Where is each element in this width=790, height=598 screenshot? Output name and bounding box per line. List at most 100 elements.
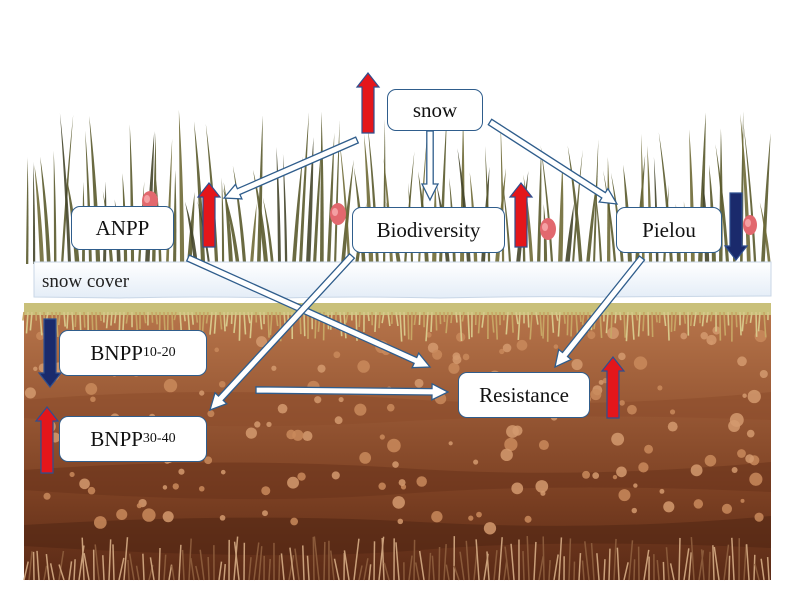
soil-pebble <box>277 403 288 414</box>
soil-pebble <box>452 352 461 361</box>
soil-pebbles <box>24 326 768 535</box>
soil-pebble <box>331 471 340 480</box>
soil-pebble <box>338 396 344 403</box>
root-strand <box>408 555 413 581</box>
surface-grass-blade <box>529 311 533 340</box>
grass-blade <box>306 137 314 264</box>
soil-pebble <box>693 499 704 509</box>
surface-grass-blade <box>535 311 539 325</box>
flower <box>743 215 757 235</box>
grass-blade <box>320 111 324 264</box>
grass-blade <box>262 197 274 264</box>
soil-pebble <box>314 396 322 404</box>
node-resistance: Resistance <box>458 372 590 418</box>
surface-grass-blade <box>57 311 61 326</box>
surface-grass-blade <box>39 311 43 336</box>
soil-pebble <box>706 334 717 346</box>
decrease-arrow-icon <box>37 318 63 388</box>
soil-pebble <box>502 343 512 353</box>
surface-grass-blade <box>581 311 585 325</box>
soil-pebble <box>163 378 178 393</box>
soil-pebble <box>742 393 747 398</box>
root-strand <box>413 539 416 581</box>
soil-band <box>24 462 771 500</box>
soil-pebble <box>448 362 460 374</box>
soil-pebble <box>618 352 626 361</box>
surface-grass-blade <box>605 311 609 334</box>
soil-pebble <box>204 456 213 465</box>
root-strand <box>628 540 634 581</box>
grass-blade <box>178 109 185 264</box>
root-strand <box>353 538 360 581</box>
surface-grass-blade <box>374 311 377 333</box>
root-strand <box>302 545 305 581</box>
grass-blade <box>565 203 574 264</box>
soil-pebble <box>287 476 299 489</box>
surface-grass-blade <box>83 311 86 328</box>
root-strand <box>683 548 690 581</box>
surface-grass-blade <box>515 311 519 325</box>
grass-blade <box>334 120 340 264</box>
surface-grass-blade <box>358 311 361 328</box>
soil-pebble <box>90 396 96 403</box>
surface-grass-blade <box>663 311 667 327</box>
surface-grass-blade <box>418 311 421 325</box>
soil-pebble <box>261 486 271 496</box>
soil-pebble <box>590 389 602 401</box>
soil-pebble <box>33 366 38 371</box>
grass-blade <box>603 170 617 264</box>
soil-pebble <box>79 478 90 490</box>
root-strand <box>68 561 73 581</box>
root-strand <box>118 557 125 581</box>
soil-pebble <box>392 496 405 509</box>
edge-arrow <box>255 382 450 401</box>
surface-grass-blade <box>151 311 154 323</box>
root-strand <box>102 555 105 581</box>
surface-grass-blade <box>651 311 654 338</box>
edge-arrow <box>487 118 619 205</box>
soil-pebble <box>627 404 637 415</box>
soil-pebble <box>612 474 618 480</box>
grass-blade <box>223 182 233 264</box>
surface-grass-blade <box>539 311 543 336</box>
soil-pebble <box>416 476 427 487</box>
soil-pebble <box>218 380 226 388</box>
root-strand <box>533 541 537 581</box>
surface-grass-blade <box>29 311 33 331</box>
edge-arrow <box>209 252 356 412</box>
soil-pebble <box>359 452 372 464</box>
surface-grass-blade <box>445 311 449 334</box>
root-strand <box>548 559 551 581</box>
surface-grass-blade <box>209 311 213 335</box>
root-strand <box>306 555 310 581</box>
root-strand <box>542 536 545 581</box>
root-strand <box>731 537 735 581</box>
soil-pebble <box>69 471 75 478</box>
root-strand <box>578 553 582 581</box>
surface-grass-blade <box>683 311 687 324</box>
surface-grass-blade <box>757 311 761 332</box>
snow-cover-label: snow cover <box>42 271 130 292</box>
root-strand <box>199 549 205 581</box>
soil-pebble <box>582 470 590 479</box>
surface-grass-blade <box>763 311 767 338</box>
surface-grass-blade <box>670 311 673 332</box>
soil-pebble <box>663 501 675 513</box>
soil-pebble <box>266 421 272 427</box>
soil-pebble <box>535 480 549 493</box>
surface-grass-blade <box>135 311 139 334</box>
root-strand <box>312 536 315 581</box>
surface-grass-blade <box>413 311 417 326</box>
surface-grass-blade <box>63 311 66 327</box>
grass-blade <box>193 121 206 264</box>
root-strand <box>459 551 465 581</box>
soil-pebble <box>379 434 385 440</box>
surface-grass-blade <box>477 311 481 334</box>
root-strand <box>28 551 33 581</box>
surface-grass-blade <box>113 311 117 324</box>
soil-pebble <box>462 353 470 361</box>
root-strand <box>708 551 711 581</box>
root-strand <box>465 540 470 581</box>
surface-grass-blade <box>205 311 209 324</box>
grass-blade <box>26 157 29 264</box>
